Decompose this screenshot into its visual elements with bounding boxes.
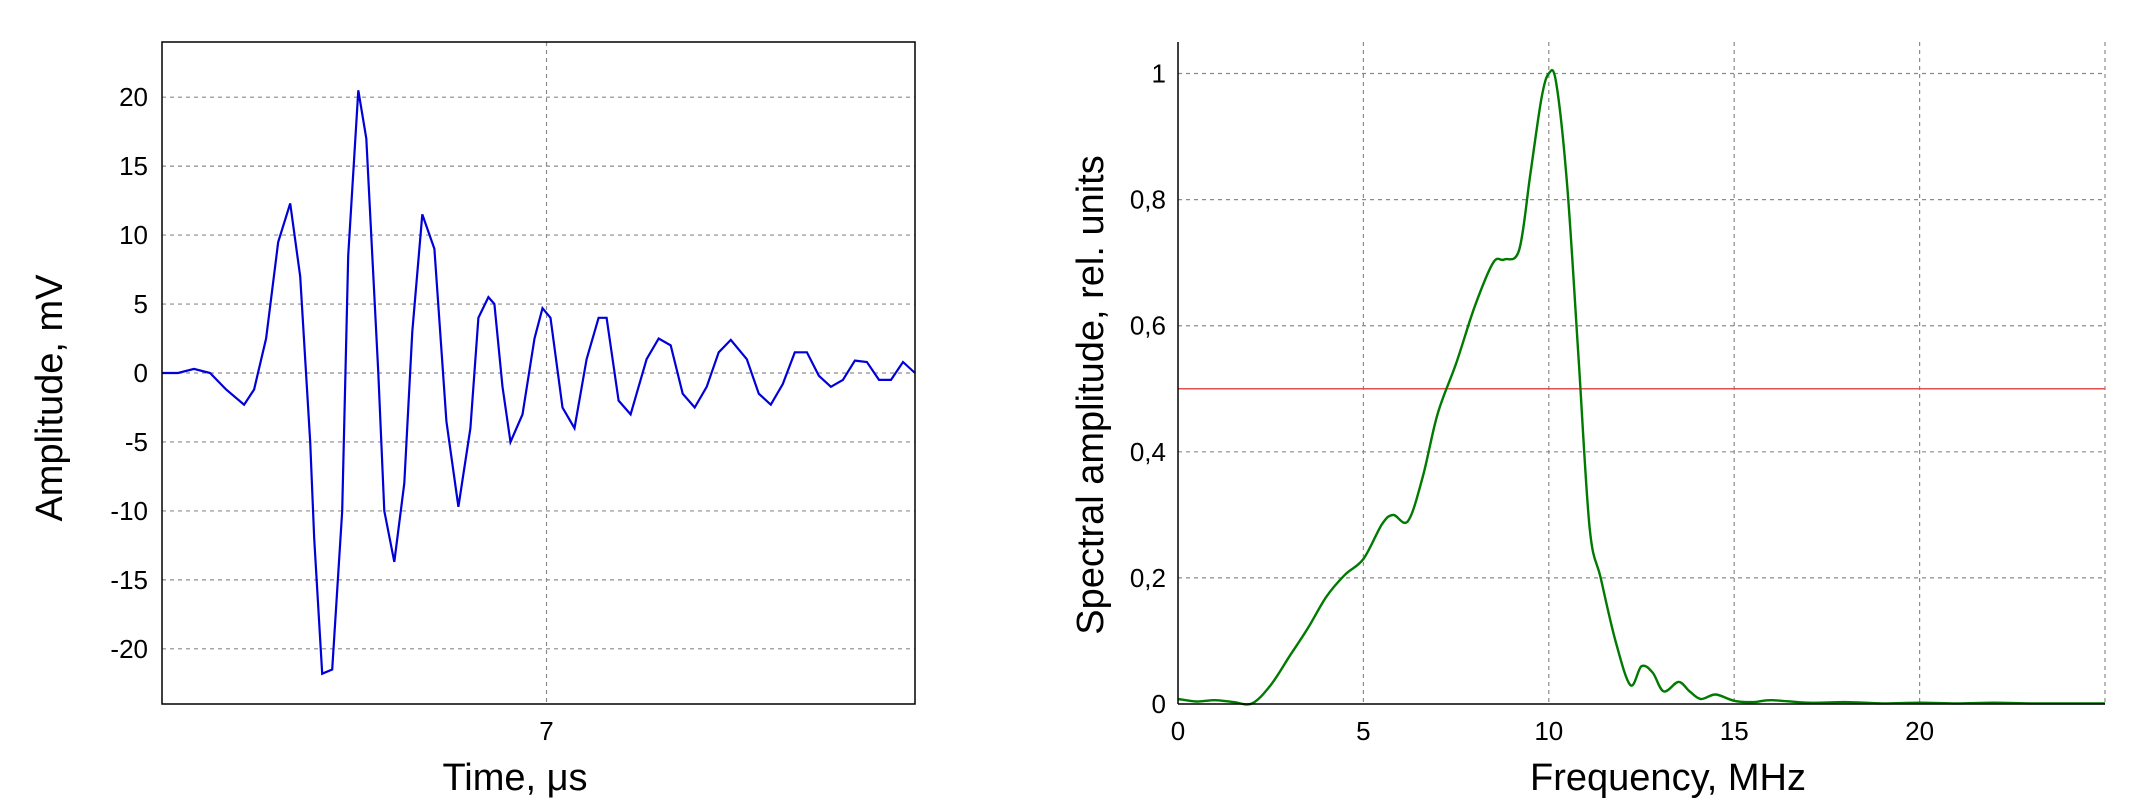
time-signal-y-tick-label: -5 — [125, 427, 148, 457]
time-signal-grid — [162, 42, 915, 704]
time-signal-y-tick-label: -10 — [110, 496, 148, 526]
frequency-spectrum-x-tick-label: 10 — [1534, 716, 1563, 746]
time-signal-y-tick-label: -15 — [110, 565, 148, 595]
frequency-spectrum-y-tick-label: 1 — [1152, 59, 1166, 89]
frequency-spectrum-y-tick-label: 0,2 — [1130, 563, 1166, 593]
time-signal-x-axis-label: Time, μs — [442, 757, 587, 799]
frequency-spectrum-x-tick-label: 15 — [1720, 716, 1749, 746]
time-signal-y-tick-label: 10 — [119, 220, 148, 250]
time-signal-plot-frame — [161, 41, 916, 705]
frequency-spectrum-y-tick-label: 0,6 — [1130, 311, 1166, 341]
frequency-spectrum-tick-labels: 00,20,40,60,810 5 10 15 20 — [1130, 59, 1934, 746]
frequency-spectrum-grid — [1178, 42, 2106, 704]
time-signal-y-tick-label: 5 — [134, 289, 148, 319]
frequency-spectrum-x-tick-label: 0 — [1171, 716, 1185, 746]
frequency-spectrum-y-tick-label: 0 — [1152, 689, 1166, 719]
frequency-spectrum-x-axis-label: Frequency, MHz — [1530, 757, 1806, 799]
time-signal-y-tick-label: 15 — [119, 151, 148, 181]
time-signal-line — [162, 90, 916, 676]
frequency-spectrum-y-tick-label: 0,8 — [1130, 185, 1166, 215]
frequency-spectrum-line — [1177, 68, 2105, 706]
time-signal-y-tick-label: 0 — [134, 358, 148, 388]
frequency-spectrum-chart: 00,20,40,60,810 5 10 15 20 Frequency, MHz Sp… — [1070, 42, 2106, 799]
frequency-spectrum-x-tick-label: 20 — [1905, 716, 1934, 746]
frequency-spectrum-y-tick-label: 0,4 — [1130, 437, 1166, 467]
time-signal-chart: 20 15 10 5 0 -5 -10 -15 -20 7 Time, μs Amplitude,… — [29, 41, 916, 799]
time-signal-y-axis-label: Amplitude, mV — [29, 274, 71, 522]
frequency-spectrum-x-tick-label: 5 — [1356, 716, 1370, 746]
time-signal-tick-labels: 20 15 10 5 0 -5 -10 -15 -20 7 — [110, 82, 553, 746]
time-signal-y-tick-label: 20 — [119, 82, 148, 112]
time-signal-y-tick-label: -20 — [110, 634, 148, 664]
time-signal-x-tick-label: 7 — [539, 716, 553, 746]
frequency-spectrum-y-axis-label: Spectral amplitude, rel. units — [1070, 155, 1112, 634]
